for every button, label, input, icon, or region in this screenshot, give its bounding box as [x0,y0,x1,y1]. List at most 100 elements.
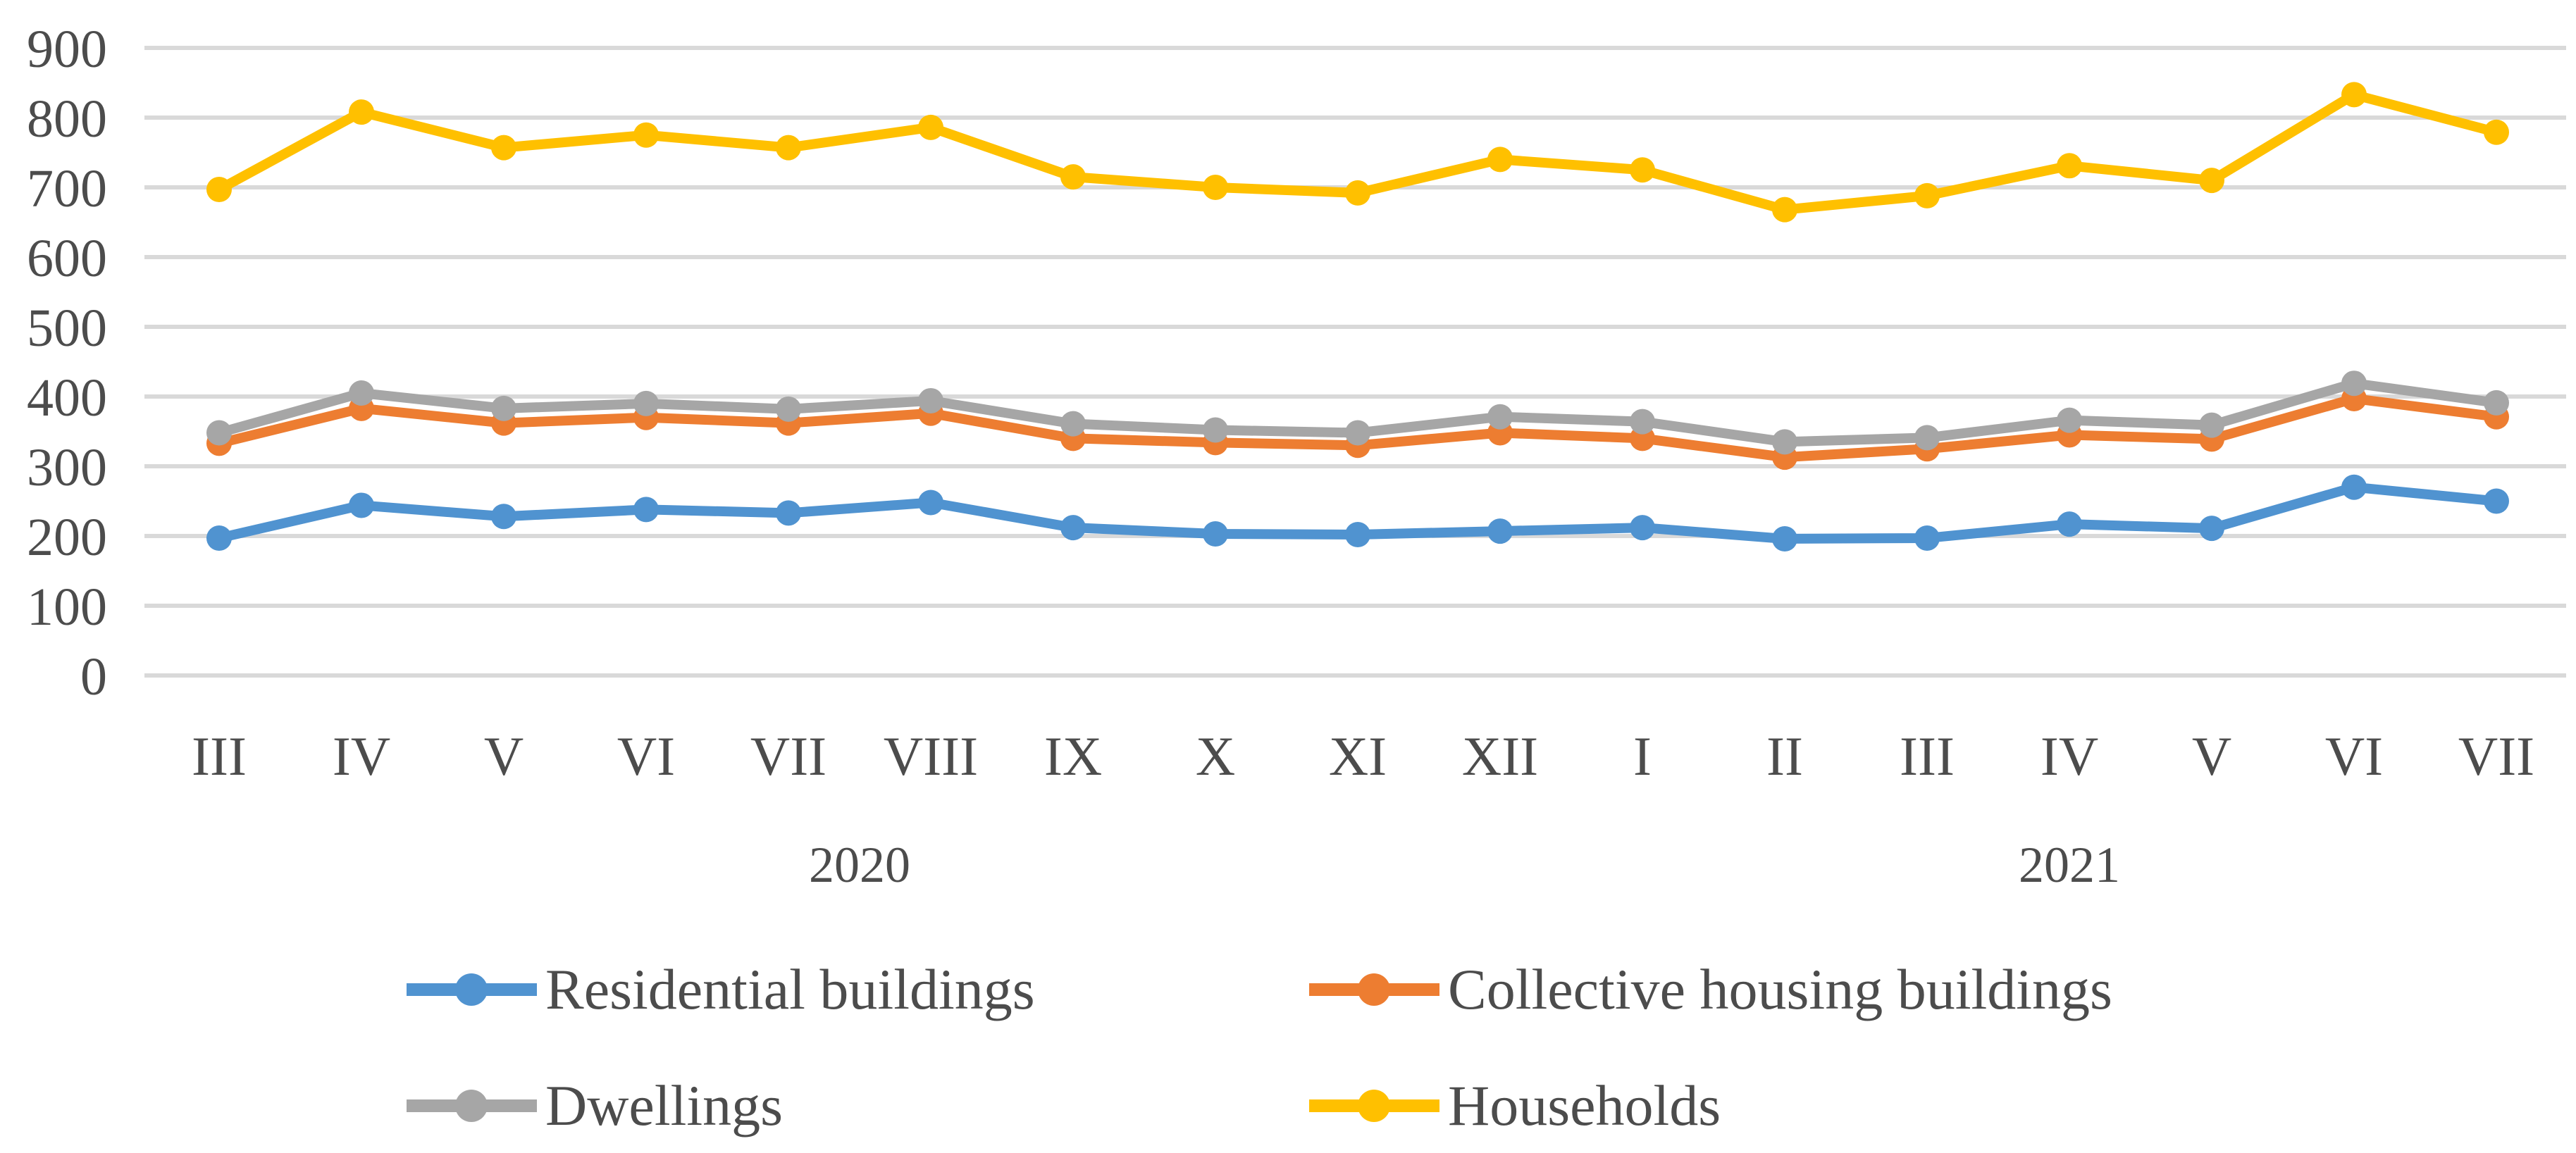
data-point [2199,168,2224,194]
data-point [491,395,516,421]
data-point [918,387,943,413]
data-point [633,122,659,148]
y-axis-tick-labels: 900 800 700 600 500 400 300 200 100 0 [27,20,107,706]
gridlines [144,46,2566,678]
data-point [206,525,232,551]
x-tick-label: VI [2325,725,2383,787]
data-point [776,135,801,161]
x-tick-label: I [1633,725,1652,787]
year-label: 2020 [809,837,910,893]
y-tick-label: 300 [27,438,107,497]
series-households [206,82,2509,223]
data-point [776,500,801,526]
data-point [349,99,374,125]
data-point [206,176,232,202]
legend-item-dwellings: Dwellings [407,1073,783,1138]
x-tick-label: VII [2458,725,2534,787]
x-tick-label: VII [750,725,826,787]
data-point [1630,409,1655,435]
legend-label: Residential buildings [545,957,1035,1021]
series-dwellings [206,370,2509,455]
x-tick-label: II [1766,725,1803,787]
data-point [491,504,516,530]
legend-item-collective-housing-buildings: Collective housing buildings [1309,957,2112,1022]
data-point [633,390,659,416]
x-tick-label: III [1900,725,1955,787]
x-tick-label: IX [1044,725,1102,787]
legend-label: Collective housing buildings [1448,957,2112,1021]
x-tick-label: III [192,725,247,787]
x-tick-label: VIII [884,725,978,787]
data-point [2057,407,2082,433]
data-point [491,135,516,161]
data-point [776,396,801,422]
data-point [1914,425,1940,451]
data-point [1630,515,1655,541]
data-point [1772,429,1797,455]
legend-item-residential-buildings: Residential buildings [407,957,1035,1022]
data-point [633,497,659,523]
data-point [2057,511,2082,537]
x-tick-label: IV [333,725,390,787]
data-point [1772,525,1797,551]
legend-label: Households [1448,1073,1721,1138]
y-tick-label: 600 [27,229,107,288]
data-point [2341,474,2367,500]
collective-housing-buildings-legend-marker-icon [1309,973,1439,1006]
x-tick-label: XI [1329,725,1387,787]
data-point [918,114,943,140]
data-point [2484,389,2509,416]
data-point [1345,420,1370,446]
households-legend-marker-icon [1309,1090,1439,1122]
x-tick-label: V [484,725,524,787]
data-point [1487,518,1513,544]
y-tick-label: 700 [27,159,107,218]
data-point [918,490,943,516]
data-point [2484,119,2509,145]
x-tick-label: V [2192,725,2231,787]
y-tick-label: 800 [27,89,107,149]
y-tick-label: 400 [27,368,107,428]
data-point [1914,182,1940,208]
y-tick-label: 0 [80,647,107,706]
y-tick-label: 100 [27,578,107,637]
data-point [2484,488,2509,514]
dwellings-legend-marker-icon [407,1090,537,1122]
data-point [2057,153,2082,179]
x-tick-label: VI [617,725,675,787]
y-tick-label: 900 [27,20,107,79]
data-point [2341,370,2367,397]
data-point [1203,417,1228,443]
residential-buildings-legend-marker-icon [407,973,537,1006]
x-axis-year-labels: 2020 2021 [809,837,2120,893]
data-point [1060,411,1086,437]
data-point [1487,147,1513,173]
year-label: 2021 [2019,837,2120,893]
x-tick-label: X [1196,725,1235,787]
data-point [206,420,232,446]
data-point [1060,515,1086,541]
data-point [1060,164,1086,190]
x-tick-label: XII [1462,725,1538,787]
x-tick-label: IV [2041,725,2098,787]
data-point [1630,157,1655,183]
legend-item-households: Households [1309,1073,1721,1138]
y-tick-label: 500 [27,299,107,358]
data-point [1203,175,1228,200]
data-point [1772,197,1797,223]
data-point [1487,404,1513,430]
data-point [1203,521,1228,547]
data-point [1345,180,1370,206]
data-point [2199,412,2224,438]
series-residential-buildings [206,474,2509,551]
data-point [2341,82,2367,108]
data-point [1914,525,1940,551]
x-axis-month-labels: III IV V VI VII VIII IX X XI XII I II III IV V VI VII [192,725,2534,787]
data-point [349,380,374,406]
data-point [1345,522,1370,548]
legend-label: Dwellings [545,1073,784,1138]
data-point [349,492,374,518]
data-point [2199,516,2224,542]
